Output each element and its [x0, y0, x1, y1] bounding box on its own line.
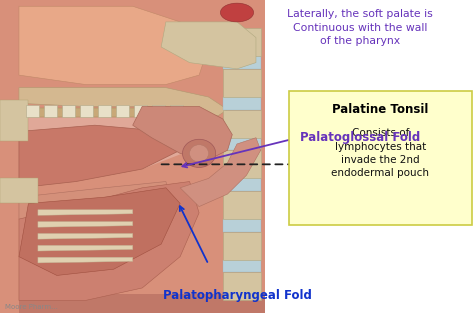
Polygon shape	[19, 182, 199, 300]
Bar	[134, 105, 147, 117]
Bar	[223, 28, 261, 56]
Polygon shape	[19, 188, 180, 275]
Text: Palatoglossal Fold: Palatoglossal Fold	[300, 131, 420, 144]
Polygon shape	[38, 245, 133, 251]
Bar	[62, 105, 75, 117]
Bar	[223, 69, 261, 97]
Bar	[223, 232, 261, 260]
Bar	[98, 105, 111, 117]
Polygon shape	[19, 117, 218, 175]
Bar	[152, 105, 165, 117]
Text: Palatopharyngeal Fold: Palatopharyngeal Fold	[163, 289, 311, 302]
Polygon shape	[180, 138, 261, 207]
Bar	[223, 178, 261, 191]
Text: Moore Pharm...: Moore Pharm...	[5, 304, 58, 310]
Bar	[223, 138, 261, 150]
Bar	[223, 219, 261, 232]
Ellipse shape	[182, 139, 216, 167]
Bar	[80, 105, 93, 117]
Polygon shape	[38, 257, 133, 263]
Polygon shape	[0, 100, 28, 141]
Polygon shape	[19, 182, 171, 225]
Ellipse shape	[220, 3, 254, 22]
Polygon shape	[19, 125, 180, 188]
Bar	[44, 105, 57, 117]
Bar	[223, 110, 261, 138]
Polygon shape	[161, 22, 256, 69]
Polygon shape	[19, 6, 209, 85]
Ellipse shape	[190, 145, 209, 162]
Text: Consists of
lymphocytes that
invade the 2nd
endodermal pouch: Consists of lymphocytes that invade the …	[331, 128, 429, 178]
Polygon shape	[265, 0, 474, 313]
Text: Laterally, the soft palate is
Continuous with the wall
of the pharynx: Laterally, the soft palate is Continuous…	[287, 9, 433, 46]
Polygon shape	[19, 294, 265, 313]
Bar	[223, 191, 261, 219]
Polygon shape	[38, 233, 133, 239]
Polygon shape	[19, 88, 228, 116]
Bar	[170, 105, 183, 117]
Polygon shape	[38, 210, 133, 215]
Bar	[223, 97, 261, 110]
Polygon shape	[0, 178, 38, 203]
Bar	[26, 105, 39, 117]
Bar	[116, 105, 129, 117]
Polygon shape	[0, 0, 265, 313]
Bar	[223, 260, 261, 272]
Text: Palatine Tonsil: Palatine Tonsil	[332, 103, 428, 116]
Polygon shape	[19, 108, 190, 117]
FancyBboxPatch shape	[289, 91, 472, 225]
Bar	[223, 150, 261, 178]
Polygon shape	[38, 222, 133, 227]
Bar	[223, 56, 261, 69]
Polygon shape	[133, 106, 232, 160]
Bar	[223, 272, 261, 300]
